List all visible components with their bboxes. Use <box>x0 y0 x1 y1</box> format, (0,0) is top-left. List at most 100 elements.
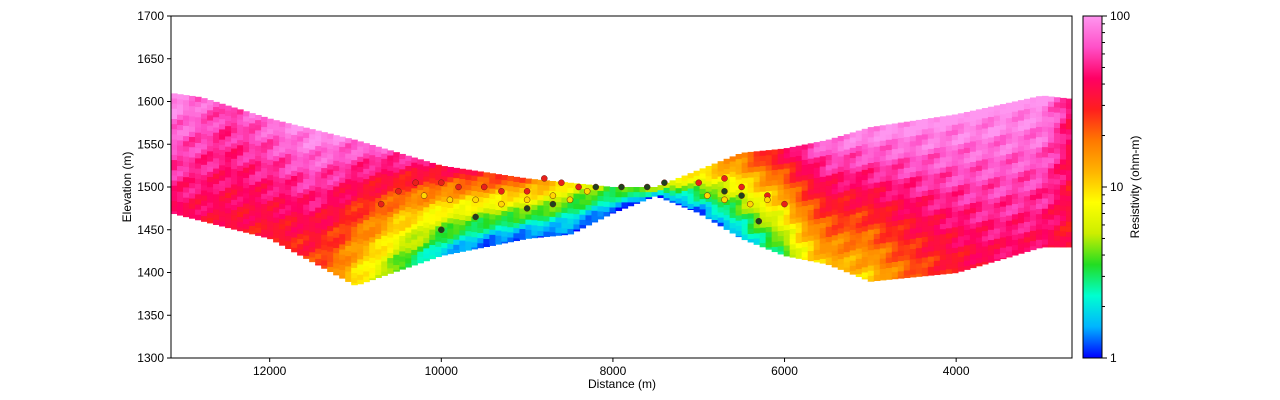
resistivity-cell <box>477 238 484 244</box>
resistivity-cell <box>1065 190 1072 197</box>
resistivity-cell <box>501 241 508 244</box>
resistivity-cell <box>351 221 358 228</box>
resistivity-cell <box>387 160 394 167</box>
resistivity-cell <box>765 216 773 223</box>
resistivity-cell <box>747 187 755 194</box>
resistivity-cell <box>357 264 364 271</box>
resistivity-cell <box>903 275 911 279</box>
resistivity-cell <box>825 237 833 243</box>
resistivity-cell <box>759 212 767 218</box>
resistivity-cell <box>987 250 995 257</box>
resistivity-cell <box>489 239 496 246</box>
resistivity-cell <box>273 140 280 147</box>
resistivity-cell <box>1023 206 1031 213</box>
resistivity-cell <box>315 258 322 265</box>
resistivity-cell <box>315 135 322 142</box>
resistivity-cell <box>189 203 196 210</box>
resistivity-cell <box>561 218 569 224</box>
resistivity-cell <box>891 236 899 243</box>
resistivity-cell <box>177 145 184 152</box>
resistivity-cell <box>483 187 490 194</box>
resistivity-cell <box>351 144 358 151</box>
resistivity-cell <box>459 204 466 211</box>
resistivity-cell <box>717 176 725 183</box>
resistivity-cell <box>1065 129 1072 136</box>
resistivity-cell <box>507 216 514 223</box>
resistivity-cell <box>297 192 304 199</box>
resistivity-cell <box>261 178 268 185</box>
resistivity-cell <box>627 192 635 198</box>
resistivity-cell <box>231 138 238 145</box>
resistivity-cell <box>399 251 406 258</box>
resistivity-cell <box>831 153 839 159</box>
resistivity-cell <box>945 156 953 163</box>
resistivity-cell <box>213 168 220 175</box>
resistivity-cell <box>693 196 701 203</box>
resistivity-cell <box>987 188 995 195</box>
resistivity-cell <box>747 172 755 179</box>
resistivity-cell <box>921 247 929 253</box>
resistivity-cell <box>1029 148 1037 155</box>
resistivity-cell <box>333 263 340 270</box>
resistivity-cell <box>333 171 340 177</box>
resistivity-cell <box>417 251 424 258</box>
resistivity-cell <box>909 249 917 255</box>
resistivity-cell <box>987 204 995 210</box>
resistivity-cell <box>573 209 581 215</box>
resistivity-cell <box>237 114 244 121</box>
resistivity-cell <box>765 206 773 213</box>
resistivity-cell <box>393 172 400 179</box>
resistivity-cell <box>1017 202 1025 209</box>
resistivity-cell <box>1005 154 1013 160</box>
resistivity-cell <box>243 116 250 123</box>
resistivity-cell <box>987 178 995 185</box>
resistivity-cell <box>1029 184 1037 191</box>
resistivity-cell <box>387 196 394 203</box>
resistivity-cell <box>927 138 935 145</box>
resistivity-cell <box>807 199 815 206</box>
resistivity-cell <box>315 171 322 178</box>
resistivity-cell <box>225 177 232 184</box>
resistivity-cell <box>801 206 809 212</box>
resistivity-cell <box>195 122 202 129</box>
resistivity-cell <box>621 197 629 203</box>
resistivity-cell <box>1035 193 1043 200</box>
resistivity-cell <box>357 151 364 158</box>
resistivity-cell <box>1023 144 1031 151</box>
resistivity-cell <box>423 248 430 255</box>
resistivity-cell <box>555 191 563 198</box>
resistivity-cell <box>981 138 989 145</box>
resistivity-cell <box>747 228 755 235</box>
resistivity-cell <box>255 166 262 173</box>
resistivity-cell <box>957 174 965 181</box>
resistivity-cell <box>1047 194 1055 200</box>
resistivity-cell <box>747 177 755 184</box>
resistivity-cell <box>1029 236 1037 242</box>
resistivity-cell <box>993 249 1001 255</box>
resistivity-cell <box>873 264 881 271</box>
resistivity-cell <box>927 236 935 242</box>
resistivity-cell <box>807 204 815 211</box>
resistivity-cell <box>993 110 1001 117</box>
resistivity-cell <box>1041 224 1049 230</box>
resistivity-cell <box>903 137 911 143</box>
resistivity-cell <box>777 179 785 186</box>
resistivity-cell <box>795 171 803 178</box>
resistivity-cell <box>993 172 1001 178</box>
resistivity-cell <box>705 207 713 213</box>
resistivity-cell <box>897 148 905 154</box>
resistivity-cell <box>891 251 899 258</box>
resistivity-cell <box>381 240 388 247</box>
resistivity-cell <box>417 164 424 171</box>
resistivity-cell <box>483 228 490 235</box>
resistivity-cell <box>603 196 611 203</box>
resistivity-cell <box>861 277 869 280</box>
resistivity-cell <box>585 199 593 206</box>
resistivity-cell <box>249 118 256 124</box>
resistivity-cell <box>729 166 737 173</box>
resistivity-cell <box>825 154 833 161</box>
resistivity-cell <box>855 238 863 245</box>
resistivity-cell <box>1005 102 1013 109</box>
resistivity-cell <box>429 183 436 190</box>
resistivity-cell <box>489 193 496 200</box>
